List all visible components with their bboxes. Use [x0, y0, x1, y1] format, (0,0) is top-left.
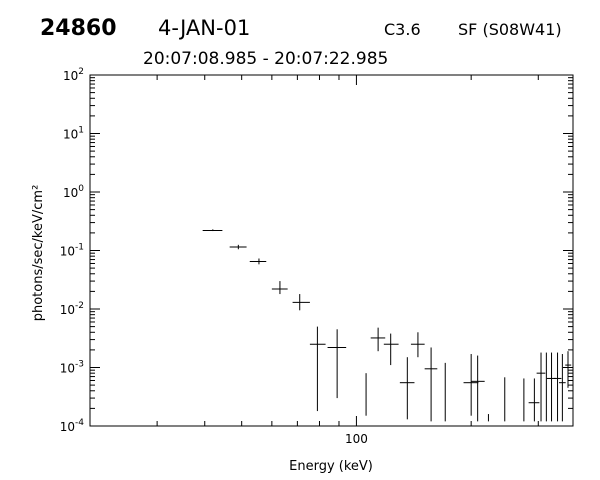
y-tick-label: 10-1	[60, 243, 84, 259]
y-tick-label: 10-3	[60, 360, 84, 376]
data-point	[546, 352, 557, 422]
y-tick-label: 10-4	[60, 418, 85, 434]
data-point	[565, 351, 572, 388]
data-point	[202, 229, 223, 232]
time-range: 20:07:08.985 - 20:07:22.985	[143, 49, 389, 69]
data-point	[370, 327, 386, 352]
plot-frame	[89, 74, 574, 427]
x-tick-label: 100	[345, 432, 368, 446]
x-axis-label: Energy (keV)	[289, 459, 373, 474]
data-point	[559, 354, 566, 422]
data-point	[471, 355, 485, 422]
y-axis-label: photons/sec/keV/cm²	[31, 185, 46, 322]
data-point	[249, 258, 267, 265]
goes-class: C3.6	[384, 20, 421, 39]
data-point	[463, 354, 479, 416]
data-point	[309, 326, 326, 412]
data-point	[383, 333, 399, 366]
data-point	[410, 332, 425, 358]
data-point	[327, 329, 347, 399]
data-point	[399, 357, 415, 420]
y-tick-label: 10-2	[60, 301, 84, 317]
flare-location: SF (S08W41)	[458, 20, 562, 39]
axes-group: 10-4 10-3 10-2 10-1 100 101 102 100	[60, 67, 574, 446]
data-points-group	[202, 229, 572, 422]
data-point	[536, 352, 546, 422]
data-point	[528, 378, 540, 422]
data-point	[271, 281, 288, 295]
y-tick-label: 102	[63, 67, 84, 83]
y-tick-label: 100	[63, 184, 84, 200]
data-point	[229, 244, 247, 250]
event-id: 24860	[40, 16, 117, 41]
y-tick-label: 101	[63, 126, 84, 142]
data-point	[292, 294, 310, 311]
data-point	[553, 352, 562, 422]
data-point	[424, 347, 438, 422]
event-date: 4-JAN-01	[158, 16, 251, 40]
